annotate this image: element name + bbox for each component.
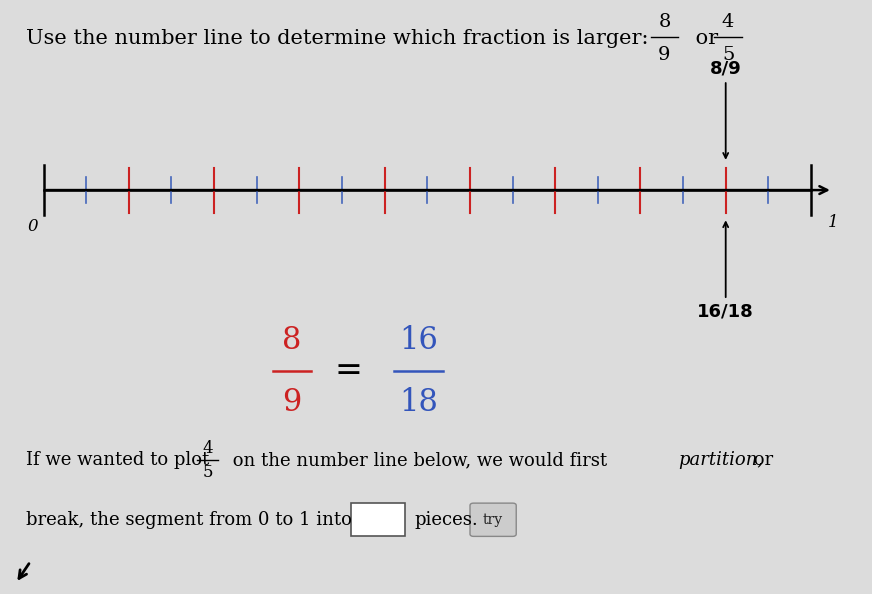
Text: on the number line below, we would first: on the number line below, we would first [227,451,613,469]
Text: 1: 1 [828,214,838,231]
Text: 5: 5 [202,464,213,481]
Text: 8/9: 8/9 [710,59,741,77]
Text: 9: 9 [658,46,671,64]
Text: pieces.: pieces. [414,511,478,529]
Text: try: try [483,513,503,527]
Text: partition,: partition, [678,451,764,469]
Text: =: = [335,355,363,387]
Text: 4: 4 [202,440,213,457]
Text: 5: 5 [722,46,734,64]
Text: or: or [689,29,725,48]
Text: 9: 9 [283,387,302,418]
Text: 16/18: 16/18 [698,303,754,321]
Text: break, the segment from 0 to 1 into: break, the segment from 0 to 1 into [26,511,358,529]
Text: 0: 0 [28,219,38,235]
Text: 4: 4 [722,13,734,31]
Text: 8: 8 [283,325,302,356]
Text: 18: 18 [399,387,438,418]
Text: Use the number line to determine which fraction is larger:: Use the number line to determine which f… [26,29,662,48]
Text: If we wanted to plot: If we wanted to plot [26,451,215,469]
FancyBboxPatch shape [470,503,516,536]
FancyBboxPatch shape [351,503,405,536]
Text: 16: 16 [399,325,438,356]
Text: 8: 8 [658,13,671,31]
Text: or: or [748,451,773,469]
